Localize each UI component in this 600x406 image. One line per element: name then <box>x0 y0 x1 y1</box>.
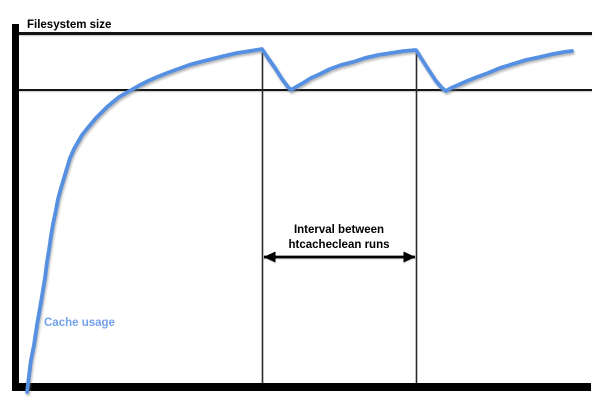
interval-label-line1: Interval between <box>294 224 384 236</box>
filesystem-size-label: Filesystem size <box>27 19 111 31</box>
x-axis <box>12 383 591 391</box>
cache-usage-label: Cache usage <box>44 317 115 329</box>
interval-label-line2: htcacheclean runs <box>289 239 390 251</box>
y-axis <box>12 24 19 391</box>
cache-usage-curve <box>25 47 574 394</box>
